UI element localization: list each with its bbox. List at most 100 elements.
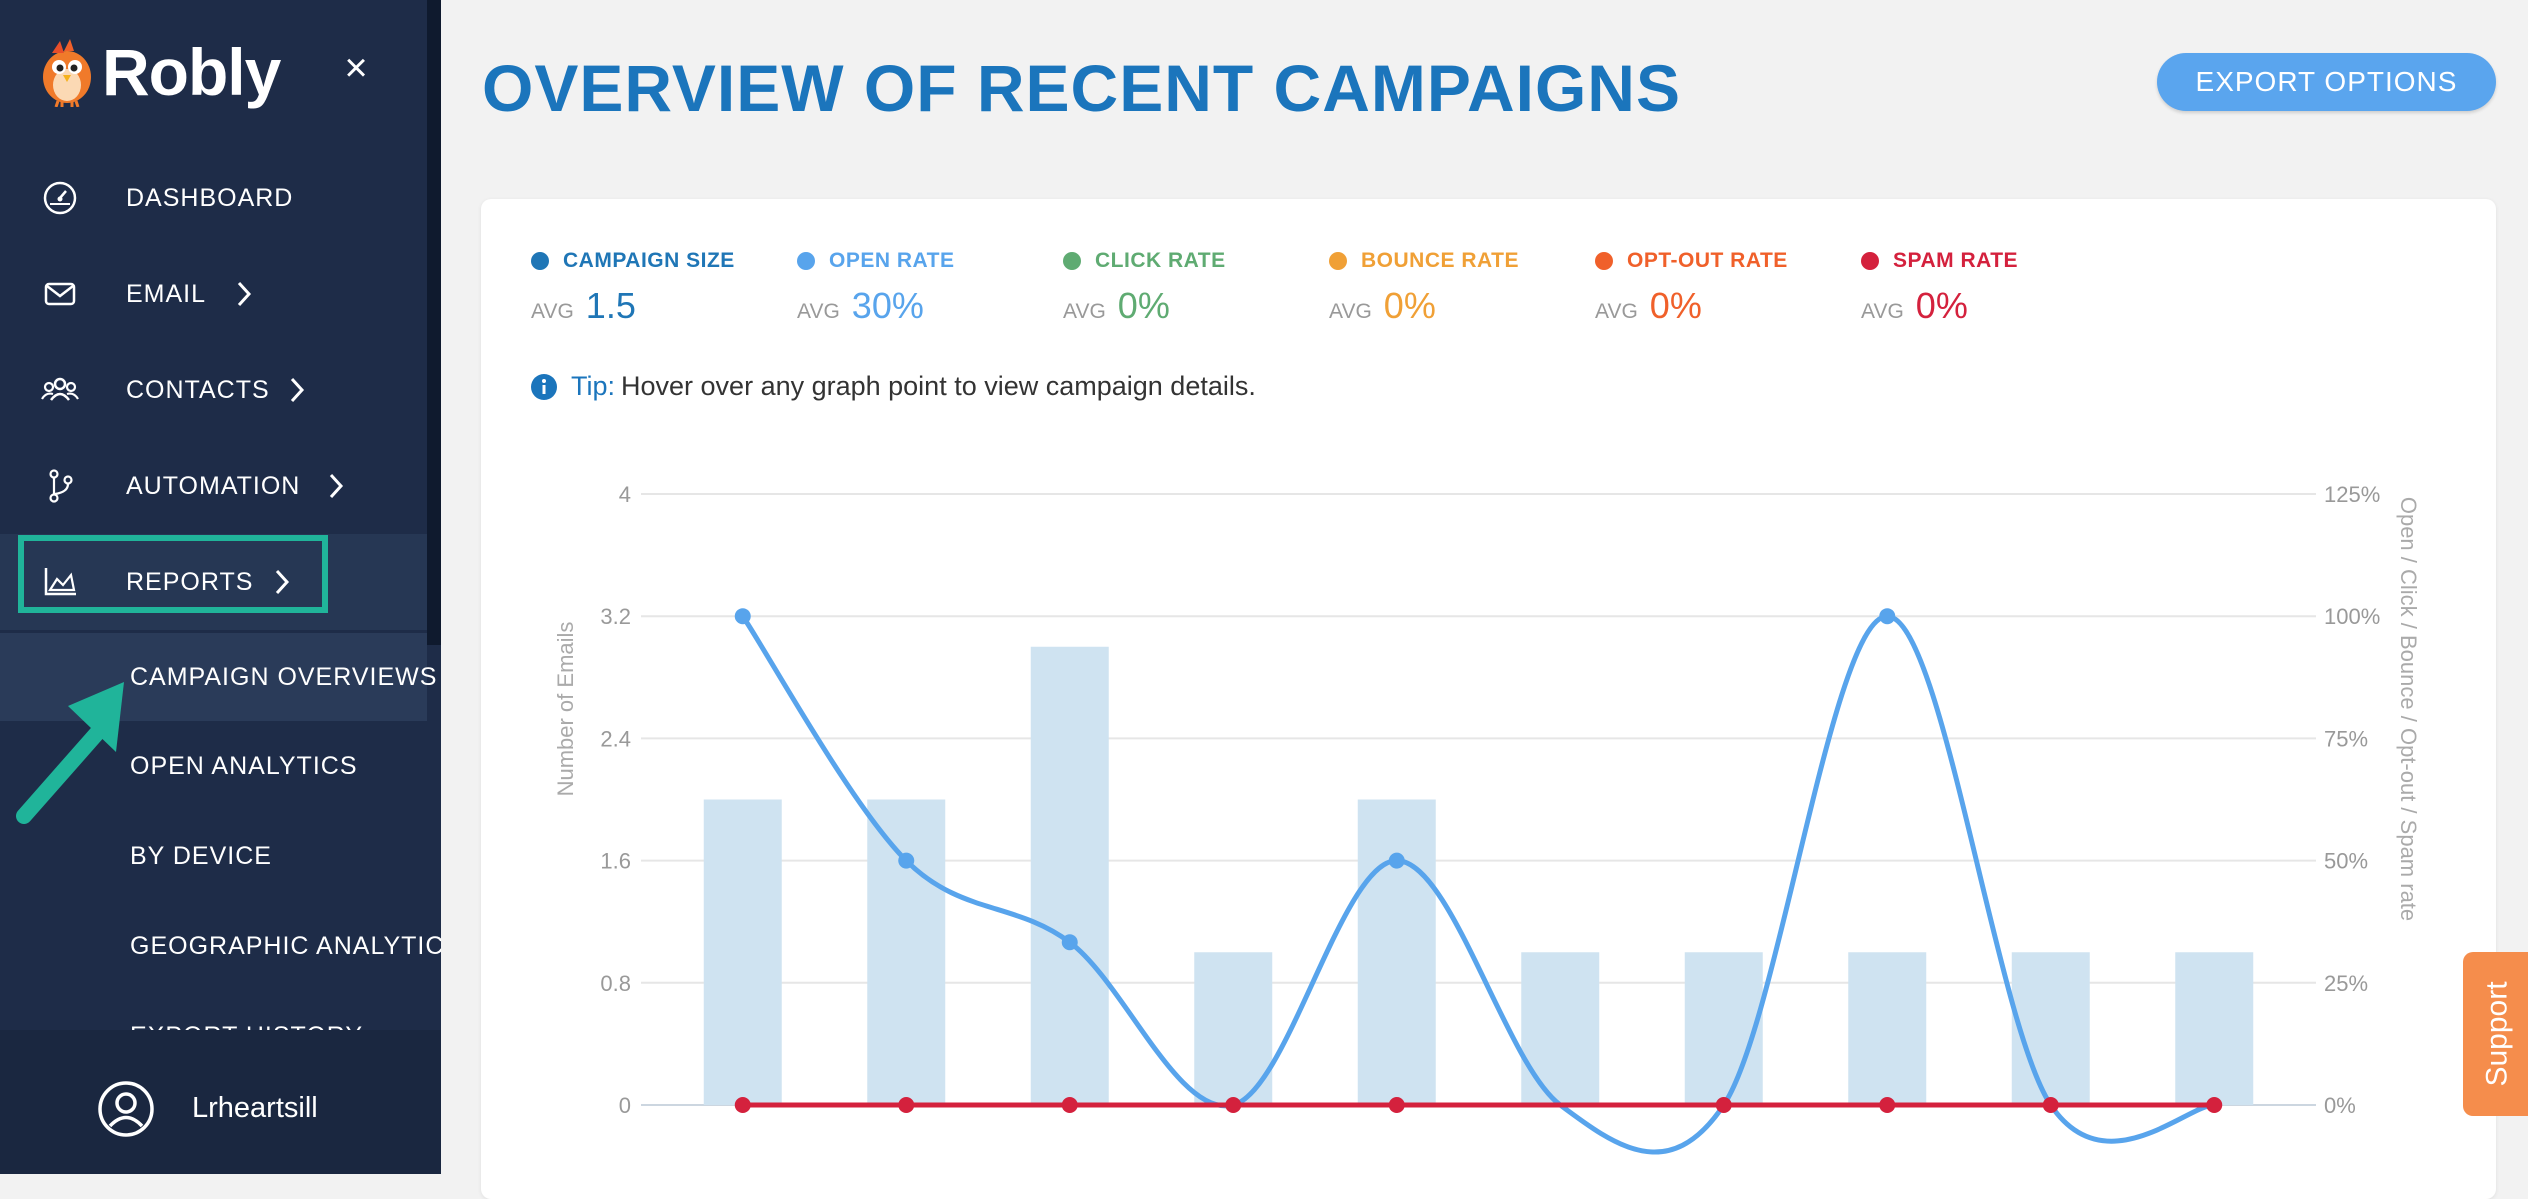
chart-bar	[1848, 952, 1927, 1105]
chart-bar	[2011, 952, 2090, 1105]
chart-point	[1061, 934, 1078, 951]
stat-open-rate: OPEN RATE AVG 30%	[797, 249, 954, 329]
y2-tick-label: 50%	[2324, 849, 2368, 874]
user-avatar-icon	[98, 1081, 154, 1137]
reports-highlight-box	[18, 535, 328, 613]
chevron-right-icon	[329, 473, 344, 499]
sidebar: Robly × DASHBOARD EMAIL CONTACT	[0, 0, 441, 1174]
legend-dot	[1063, 252, 1081, 270]
sidebar-item-contacts[interactable]: CONTACTS	[0, 342, 427, 438]
support-label: Support	[2481, 981, 2515, 1087]
chart-bar	[1684, 952, 1763, 1105]
sidebar-item-label: CONTACTS	[126, 375, 270, 404]
chart-ticks: 0 0% 0.8 25% 1.6 50% 2.4 75% 3.2 100% 4 125%	[600, 482, 2380, 1118]
y-axis-label: Number of Emails	[553, 622, 578, 797]
chart-bar	[2175, 952, 2254, 1105]
sidebar-subitem-by-device[interactable]: BY DEVICE	[0, 812, 427, 900]
y2-tick-label: 125%	[2324, 482, 2380, 507]
campaign-chart: 0 0% 0.8 25% 1.6 50% 2.4 75% 3.2 100% 4 125% Number…	[553, 482, 2421, 1155]
avg-label: AVG	[797, 300, 840, 323]
chart-point	[1879, 608, 1896, 625]
y-tick-label: 0	[619, 1093, 631, 1118]
dashboard-gauge-icon	[43, 181, 77, 215]
stat-label: OPEN RATE	[829, 249, 955, 272]
sidebar-user-footer[interactable]: Lrheartsill	[0, 1030, 441, 1174]
stat-label: CAMPAIGN SIZE	[563, 249, 735, 272]
chart-point	[1715, 1097, 1732, 1113]
chart-bar	[1030, 646, 1109, 1105]
y-tick-label: 1.6	[600, 849, 631, 874]
chart-point	[2206, 1097, 2223, 1113]
sidebar-scrollbar[interactable]	[427, 0, 441, 645]
info-circle-icon	[531, 373, 557, 400]
y2-tick-label: 100%	[2324, 604, 2380, 629]
y2-tick-label: 75%	[2324, 726, 2368, 751]
chevron-right-icon	[237, 281, 252, 307]
y2-tick-label: 25%	[2324, 971, 2368, 996]
support-tab[interactable]: Support	[2463, 952, 2528, 1116]
legend-dot	[1861, 252, 1879, 270]
stat-click-rate: CLICK RATE AVG 0%	[1063, 249, 1226, 329]
chart-bar	[1194, 952, 1273, 1105]
chart-point	[1225, 1097, 1242, 1113]
envelope-icon	[44, 282, 76, 306]
chart-bar	[1357, 799, 1436, 1105]
stat-value: 0%	[1915, 285, 1968, 326]
y-tick-label: 0.8	[600, 971, 631, 996]
chevron-right-icon	[290, 377, 305, 403]
sidebar-subitem-geographic-analytics[interactable]: GEOGRAPHIC ANALYTIC	[0, 902, 441, 990]
sidebar-subitem-label: BY DEVICE	[130, 841, 272, 870]
avg-label: AVG	[1329, 300, 1372, 323]
chart-point	[1879, 1097, 1896, 1113]
stat-campaign-size: CAMPAIGN SIZE AVG 1.5	[531, 249, 735, 329]
chart-bar	[703, 799, 782, 1105]
sidebar-subitem-label: CAMPAIGN OVERVIEWS	[130, 662, 438, 691]
stat-label: OPT-OUT RATE	[1627, 249, 1788, 272]
tip-label: Tip:	[571, 371, 616, 401]
tip-row: Tip: Hover over any graph point to view …	[531, 371, 1256, 402]
legend-dot	[531, 252, 549, 270]
sidebar-item-label: EMAIL	[126, 279, 207, 308]
page-title: OVERVIEW OF RECENT CAMPAIGNS	[482, 51, 1681, 125]
branch-icon	[49, 469, 73, 503]
chart-series-line	[740, 613, 2215, 1155]
sidebar-item-reports[interactable]: REPORTS	[0, 534, 427, 630]
chart-point	[734, 608, 751, 625]
robly-logo[interactable]: Robly	[38, 32, 281, 112]
chart-point	[734, 1097, 751, 1113]
stat-opt-out-rate: OPT-OUT RATE AVG 0%	[1595, 249, 1788, 329]
chart-point	[898, 852, 915, 869]
annotation-arrow-icon	[16, 682, 124, 824]
sidebar-subitem-open-analytics[interactable]: OPEN ANALYTICS	[0, 722, 427, 810]
y-tick-label: 2.4	[600, 726, 631, 751]
robly-bird-logo-icon	[43, 39, 91, 107]
stat-value: 0%	[1117, 285, 1170, 326]
avg-label: AVG	[531, 300, 574, 323]
y2-axis-label: Open / Click / Bounce / Opt-out / Spam r…	[2396, 497, 2421, 921]
chart-point	[898, 1097, 915, 1113]
user-name: Lrheartsill	[192, 1092, 318, 1124]
avg-label: AVG	[1595, 300, 1638, 323]
chart-point	[1061, 1097, 1078, 1113]
stat-value: 0%	[1649, 285, 1702, 326]
chart-point	[1388, 1097, 1405, 1113]
avg-label: AVG	[1063, 300, 1106, 323]
sidebar-item-email[interactable]: EMAIL	[0, 246, 427, 342]
export-options-button[interactable]: EXPORT OPTIONS	[2157, 53, 2496, 111]
close-sidebar-icon[interactable]: ×	[344, 46, 368, 90]
y2-tick-label: 0%	[2324, 1093, 2356, 1118]
chart-bar	[867, 799, 946, 1105]
chart-bars	[703, 646, 2254, 1105]
area-chart-icon	[44, 568, 76, 596]
chart-lines	[734, 608, 2223, 1155]
sidebar-item-dashboard[interactable]: DASHBOARD	[0, 150, 427, 246]
chart-point	[1388, 852, 1405, 869]
campaign-overview-card: CAMPAIGN SIZE AVG 1.5 OPEN RATE AVG 30% CL…	[481, 199, 2496, 1199]
sidebar-subitem-label: OPEN ANALYTICS	[130, 751, 358, 780]
sidebar-item-automation[interactable]: AUTOMATION	[0, 438, 427, 534]
stat-value: 30%	[851, 285, 924, 326]
chart-point	[2042, 1097, 2059, 1113]
sidebar-item-label: DASHBOARD	[126, 183, 294, 212]
sidebar-item-label: AUTOMATION	[126, 471, 301, 500]
chart-bar	[1521, 952, 1600, 1105]
